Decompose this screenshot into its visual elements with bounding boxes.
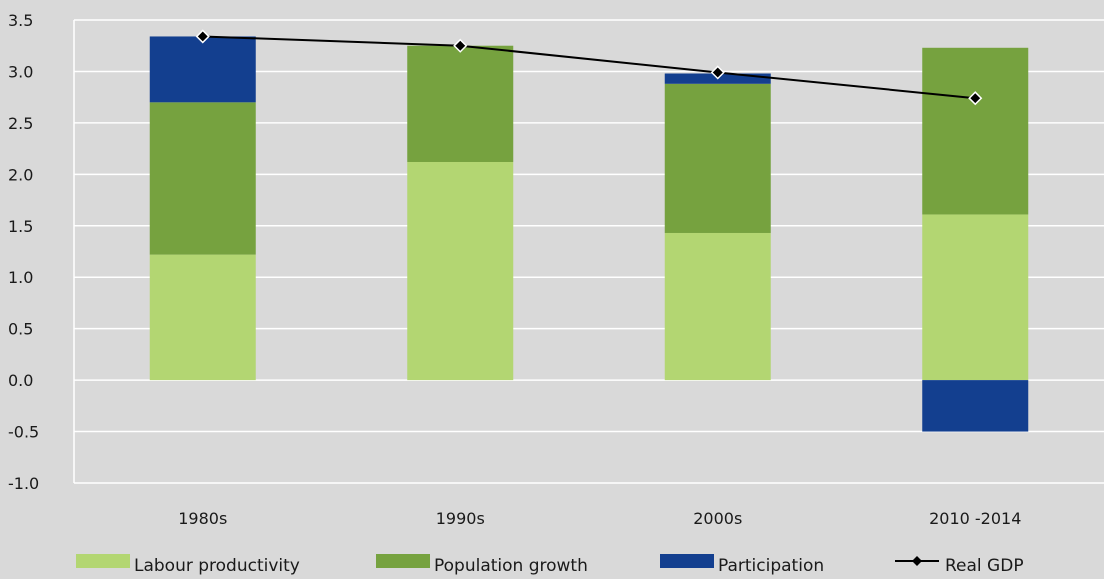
y-tick-label: 3.0: [8, 62, 33, 81]
legend-swatch-population-growth: [376, 554, 430, 568]
real-gdp-marker: [453, 38, 468, 53]
real-gdp-line: [202, 35, 976, 100]
x-tick-label: 1990s: [436, 509, 485, 528]
bar-labour-productivity: [149, 254, 256, 381]
legend: Labour productivity Population growth Part…: [76, 554, 1024, 576]
x-tick-label: 2000s: [693, 509, 742, 528]
bar-participation: [922, 380, 1029, 432]
y-tick-label: 2.5: [8, 114, 33, 133]
y-axis-tick-labels: -1.0 -0.5 0.0 0.5 1.0 1.5 2.0 2.5 3.0 3.5: [8, 11, 39, 493]
bar-population-growth: [149, 102, 256, 255]
y-tick-label: -0.5: [8, 423, 39, 442]
legend-marker-real-gdp: [912, 556, 922, 566]
y-tick-label: 0.0: [8, 371, 33, 390]
real-gdp-marker: [195, 29, 210, 44]
legend-swatch-labour-productivity: [76, 554, 130, 568]
bars: [149, 36, 1029, 432]
y-tick-label: -1.0: [8, 474, 39, 493]
y-tick-label: 0.5: [8, 320, 33, 339]
y-tick-label: 1.0: [8, 268, 33, 287]
legend-label-participation: Participation: [718, 556, 824, 576]
bar-participation: [149, 36, 256, 103]
x-axis-tick-labels: 1980s 1990s 2000s 2010 -2014: [178, 509, 1021, 528]
bar-population-growth: [922, 47, 1029, 215]
real-gdp-marker: [968, 91, 983, 106]
legend-label-real-gdp: Real GDP: [945, 556, 1024, 576]
legend-label-labour-productivity: Labour productivity: [134, 556, 300, 576]
bar-labour-productivity: [407, 161, 514, 381]
x-tick-label: 2010 -2014: [929, 509, 1021, 528]
real-gdp-line-group: [195, 29, 983, 106]
y-tick-label: 2.0: [8, 165, 33, 184]
bar-labour-productivity: [664, 232, 771, 381]
legend-label-population-growth: Population growth: [434, 556, 588, 576]
bar-population-growth: [664, 83, 771, 233]
bar-labour-productivity: [922, 214, 1029, 381]
y-tick-label: 3.5: [8, 11, 33, 30]
x-tick-label: 1980s: [178, 509, 227, 528]
y-tick-label: 1.5: [8, 217, 33, 236]
real-gdp-marker: [710, 65, 725, 80]
bar-population-growth: [407, 45, 514, 162]
legend-swatch-participation: [660, 554, 714, 568]
